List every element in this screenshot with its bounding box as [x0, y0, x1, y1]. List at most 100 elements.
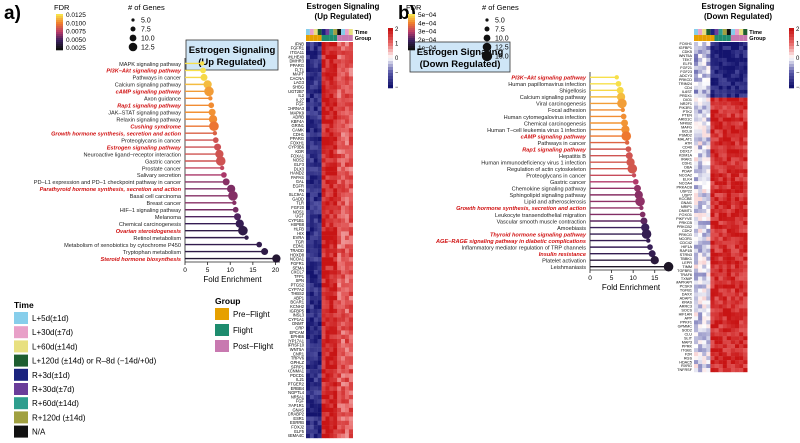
heat-colorbar-tick: 1 [796, 42, 800, 48]
heatmap-cell [309, 317, 314, 322]
heatmap-cell [313, 313, 318, 318]
heatmap-cell [698, 185, 703, 190]
heatmap-cell [735, 324, 740, 329]
heatmap-cell [341, 343, 346, 348]
heatmap-cell [313, 304, 318, 310]
gene-label: FOXO1 [679, 213, 692, 217]
gene-label: EPHB6 [291, 334, 305, 339]
heatmap-cell [730, 248, 736, 253]
heatmap-cell [341, 42, 346, 47]
heatmap-cell [722, 73, 727, 78]
heatmap-cell [333, 360, 338, 366]
heatmap-cell [313, 339, 318, 344]
heatmap-cell [325, 97, 330, 103]
heatmap-cell [735, 129, 740, 134]
heatmap-cell [726, 216, 732, 222]
heatmap-cell [306, 227, 311, 232]
heatmap-cell [706, 189, 711, 194]
heatmap-cell [337, 106, 342, 112]
heatmap-cell [325, 313, 330, 318]
heatmap-cell [739, 149, 744, 154]
heatmap-cell [309, 222, 314, 228]
heatmap-cell [694, 272, 699, 277]
heatmap-cell [714, 312, 719, 317]
heatmap-cell [313, 93, 318, 99]
heatmap-cell [325, 399, 330, 404]
heatmap-cell [698, 65, 703, 71]
heatmap-cell [702, 300, 707, 305]
heatmap-cell [739, 197, 744, 202]
heatmap-cell [337, 373, 342, 378]
lollipop-dot [232, 200, 237, 205]
heatmap-cell [730, 324, 736, 329]
heatmap-cell [337, 339, 342, 344]
heatmap-cell [348, 339, 353, 344]
heatmap-cell [743, 77, 748, 82]
heatmap-cell [306, 149, 311, 155]
gene-label: PPKF1 [680, 320, 692, 324]
heatmap-cell [321, 136, 326, 142]
heatmap-cell [730, 252, 736, 257]
heatmap-cell [718, 89, 723, 94]
heatmap-cell [309, 46, 314, 51]
heatmap-cell [702, 137, 707, 142]
heatmap-cell [722, 284, 727, 289]
heatmap-cell [735, 328, 740, 333]
heatmap-cell [306, 115, 311, 120]
heatmap-cell [735, 105, 740, 110]
heatmap-cell [329, 59, 334, 64]
heatmap-cell [694, 109, 699, 114]
heatmap-cell [341, 110, 346, 116]
heatmap-cell [313, 416, 318, 421]
heatmap-cell [306, 339, 311, 344]
heatmap-cell [348, 188, 353, 193]
heatmap-cell [321, 46, 326, 51]
lollipop-dot [627, 163, 638, 174]
time-legend-label: L+30d(±7d) [32, 328, 73, 337]
heatmap-cell [329, 291, 334, 297]
heatmap-cell [739, 125, 744, 130]
gene-label: IL6ST [682, 90, 693, 94]
heatmap-cell [722, 364, 727, 369]
heatmap-cell [313, 132, 318, 137]
heatmap-cell [735, 85, 740, 90]
heatmap-cell [726, 165, 732, 170]
colorbar-cell [408, 14, 415, 17]
heatmap-cell [698, 113, 703, 118]
heatmap-cell [341, 149, 346, 155]
heatmap-cell [730, 42, 736, 47]
heatmap-cell [329, 321, 334, 327]
heatmap-cell [321, 110, 326, 116]
heatmap-cell [726, 264, 732, 269]
heatmap-cell [698, 288, 703, 293]
colorbar-cell [408, 30, 415, 33]
heatmap-cell [321, 184, 326, 189]
heatmap-cell [325, 407, 330, 413]
time-annotation-cell [313, 29, 318, 35]
heatmap-cell [341, 330, 346, 335]
heatmap-cell [739, 121, 744, 126]
heatmap-cell [333, 399, 338, 404]
heatmap-cell [333, 132, 338, 137]
heatmap-cell [735, 61, 740, 67]
heatmap-cell [348, 433, 353, 439]
heatmap-cell [337, 321, 342, 327]
heatmap-cell [718, 228, 723, 234]
heatmap-cell [710, 340, 715, 345]
heatmap-cell [313, 240, 318, 245]
heatmap-cell [739, 240, 744, 245]
heatmap-cell [722, 248, 727, 253]
heat-colorbar-cell [388, 34, 393, 38]
heatmap-title-line1: Estrogen Signaling [702, 2, 775, 11]
heatmap-cell [739, 308, 744, 313]
gene-label: KCNMA1 [288, 369, 305, 374]
heatmap-cell [718, 208, 723, 214]
heatmap-cell [722, 368, 727, 373]
heatmap-cell [718, 324, 723, 329]
group-legend-title: Group [215, 298, 241, 306]
heatmap-cell [718, 316, 723, 321]
heatmap-cell [341, 240, 346, 245]
heatmap-cell [730, 296, 736, 301]
time-legend-label: R+120d (±14d) [32, 413, 86, 422]
heatmap-cell [706, 280, 711, 285]
